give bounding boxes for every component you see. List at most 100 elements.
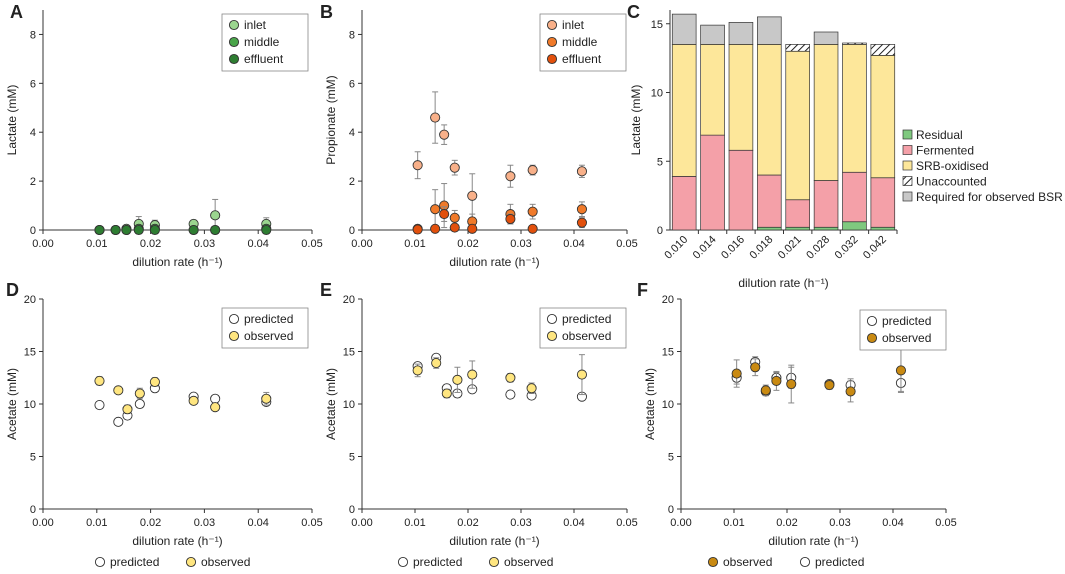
bar-segment bbox=[813, 31, 839, 45]
x-tick-label: 0.00 bbox=[351, 238, 372, 250]
y-tick-label: 5 bbox=[668, 452, 674, 464]
data-point bbox=[412, 224, 423, 235]
bar-segment bbox=[757, 226, 782, 231]
data-point bbox=[261, 393, 272, 404]
y-tick-label: 10 bbox=[343, 399, 355, 411]
data-point bbox=[576, 204, 588, 215]
data-point bbox=[527, 223, 538, 234]
legend-label: middle bbox=[244, 35, 280, 49]
data-point bbox=[430, 204, 441, 215]
series-inlet bbox=[412, 91, 588, 219]
data-point bbox=[452, 374, 463, 385]
x-tick-label: 0.02 bbox=[457, 517, 478, 529]
bottom-legend: predicted observed bbox=[397, 555, 553, 569]
x-tick-label: 0.042 bbox=[861, 234, 889, 262]
y-axis-title: Acetate (mM) bbox=[643, 368, 657, 440]
legend-label: predicted bbox=[882, 314, 931, 328]
legend-label: Required for observed BSR bbox=[916, 190, 1063, 204]
legend-swatch bbox=[902, 129, 913, 140]
x-tick-label: 0.016 bbox=[719, 234, 747, 262]
data-point bbox=[576, 166, 588, 177]
data-point bbox=[134, 388, 145, 399]
x-tick-label: 0.02 bbox=[140, 517, 161, 529]
series-effluent bbox=[412, 206, 588, 235]
y-axis-title: Acetate (mM) bbox=[324, 368, 338, 440]
y-tick-label: 2 bbox=[30, 176, 36, 188]
data-point bbox=[430, 223, 441, 234]
data-point bbox=[149, 376, 160, 388]
x-tick-label: 0.03 bbox=[510, 238, 531, 250]
series-inlet bbox=[94, 198, 272, 236]
legend-swatch bbox=[902, 176, 913, 186]
series-effluent bbox=[94, 224, 272, 236]
data-point bbox=[94, 399, 105, 411]
legend: inlet middle effluent bbox=[221, 13, 309, 72]
y-tick-label: 20 bbox=[24, 294, 36, 306]
x-tick-label: 0.028 bbox=[804, 234, 832, 262]
y-tick-label: 5 bbox=[657, 156, 663, 168]
legend-label: observed bbox=[244, 329, 293, 343]
x-tick-label: 0.02 bbox=[140, 238, 161, 250]
panel-d: D 0 5 10 15 20 Acetate (mM) 0.00 0.01 0.02 0.03 0.0… bbox=[5, 280, 323, 569]
x-tick-label: 0.021 bbox=[776, 234, 804, 262]
legend-swatch bbox=[902, 191, 913, 202]
y-tick-label: 0 bbox=[349, 225, 355, 237]
x-tick-label: 0.03 bbox=[510, 517, 531, 529]
bottom-legend-marker bbox=[185, 556, 197, 568]
y-tick-label: 0 bbox=[30, 225, 36, 237]
legend-label: inlet bbox=[562, 18, 585, 32]
data-point bbox=[505, 389, 516, 400]
y-tick-label: 20 bbox=[343, 294, 355, 306]
data-point bbox=[110, 224, 121, 236]
y-tick-label: 6 bbox=[30, 78, 36, 90]
x-axis-title: dilution rate (h⁻¹) bbox=[768, 534, 858, 548]
legend-label: inlet bbox=[244, 18, 267, 32]
panel-e: E 0 5 10 15 20 Acetate (mM) 0.00 0.01 0.02 0.03 0.0… bbox=[320, 280, 638, 569]
data-point bbox=[449, 162, 460, 173]
bottom-legend-label: predicted bbox=[815, 555, 864, 569]
y-tick-label: 8 bbox=[349, 29, 355, 41]
bar-stack bbox=[870, 44, 896, 231]
y-axis-title: Lactate (mM) bbox=[5, 85, 19, 156]
legend-marker bbox=[228, 53, 240, 65]
y-tick-label: 0 bbox=[30, 504, 36, 516]
data-point bbox=[261, 224, 272, 236]
x-tick-label: 0.05 bbox=[301, 238, 322, 250]
x-tick-label: 0.00 bbox=[670, 517, 691, 529]
data-point bbox=[467, 223, 478, 234]
bar-stack bbox=[842, 42, 867, 231]
bar-segment bbox=[728, 44, 754, 151]
panel-a: A 0 2 4 6 8 Lactate (mM) 0.00 0.01 0.02 0.03 0.04 0.… bbox=[5, 2, 323, 269]
data-point bbox=[121, 224, 132, 236]
data-point bbox=[526, 383, 537, 394]
data-point bbox=[527, 165, 538, 176]
data-point bbox=[133, 224, 144, 236]
bar-segment bbox=[728, 22, 754, 45]
data-point bbox=[576, 217, 588, 228]
y-tick-label: 8 bbox=[30, 29, 36, 41]
x-tick-label: 0.05 bbox=[301, 517, 322, 529]
panel-letter: E bbox=[320, 280, 332, 300]
x-tick-label: 0.05 bbox=[935, 517, 956, 529]
bar-segment bbox=[757, 44, 782, 176]
bottom-legend-label: observed bbox=[201, 555, 250, 569]
legend-marker bbox=[546, 313, 558, 325]
data-point bbox=[467, 369, 478, 380]
x-tick-label: 0.01 bbox=[404, 238, 425, 250]
x-tick-label: 0.02 bbox=[457, 238, 478, 250]
x-tick-label: 0.010 bbox=[662, 234, 690, 262]
y-tick-label: 6 bbox=[349, 78, 355, 90]
x-axis-title: dilution rate (h⁻¹) bbox=[132, 255, 222, 269]
x-tick-label: 0.01 bbox=[404, 517, 425, 529]
panel-letter: A bbox=[10, 2, 23, 22]
x-axis-title: dilution rate (h⁻¹) bbox=[132, 534, 222, 548]
y-axis-title: Propionate (mM) bbox=[324, 75, 338, 164]
y-tick-label: 5 bbox=[349, 452, 355, 464]
bar-segment bbox=[671, 13, 697, 45]
x-tick-label: 0.01 bbox=[86, 238, 107, 250]
x-tick-label: 0.04 bbox=[247, 238, 268, 250]
legend-label: predicted bbox=[562, 312, 611, 326]
bar-segment bbox=[671, 176, 697, 231]
